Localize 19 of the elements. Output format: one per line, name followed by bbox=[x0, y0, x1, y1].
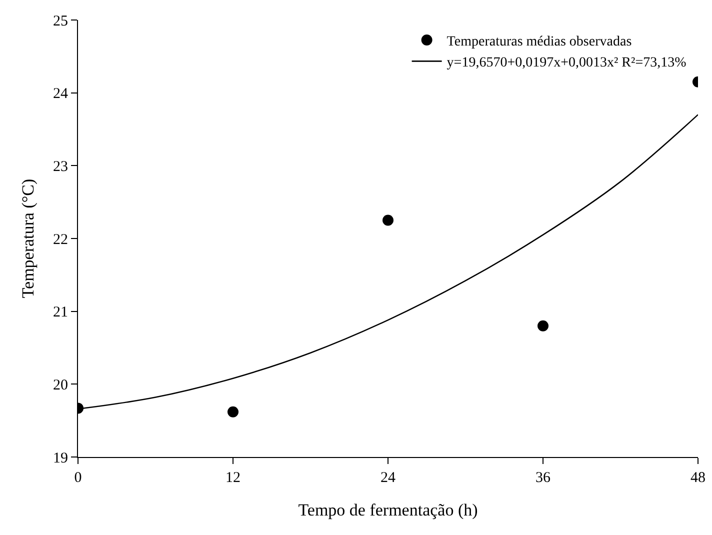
y-axis-title: Temperatura (°C) bbox=[18, 178, 38, 298]
point bbox=[538, 320, 548, 332]
legend-label: y=19,6570+0,0197x+0,0013x² R²=73,13% bbox=[446, 56, 687, 71]
x-tick-label: 48 bbox=[690, 470, 706, 486]
point bbox=[382, 214, 394, 226]
x-axis-title: Tempo de fermentação (h) bbox=[298, 500, 478, 520]
y-tick-label: 22 bbox=[53, 232, 68, 248]
x-tick-label: 36 bbox=[536, 470, 551, 486]
x-tick-label: 0 bbox=[74, 470, 82, 486]
y-tick-label: 21 bbox=[53, 304, 68, 321]
y-tick-label: 23 bbox=[53, 158, 68, 175]
x-tick-label: 12 bbox=[226, 470, 240, 486]
y-tick-label: 24 bbox=[53, 86, 68, 102]
y-tick-label: 25 bbox=[53, 13, 68, 30]
y-tick-label: 20 bbox=[53, 377, 68, 394]
point bbox=[228, 406, 238, 418]
y-tick-label: 19 bbox=[53, 450, 68, 466]
legend-label: Temperaturas médias observadas bbox=[446, 34, 632, 50]
x-tick-label: 24 bbox=[380, 470, 396, 486]
